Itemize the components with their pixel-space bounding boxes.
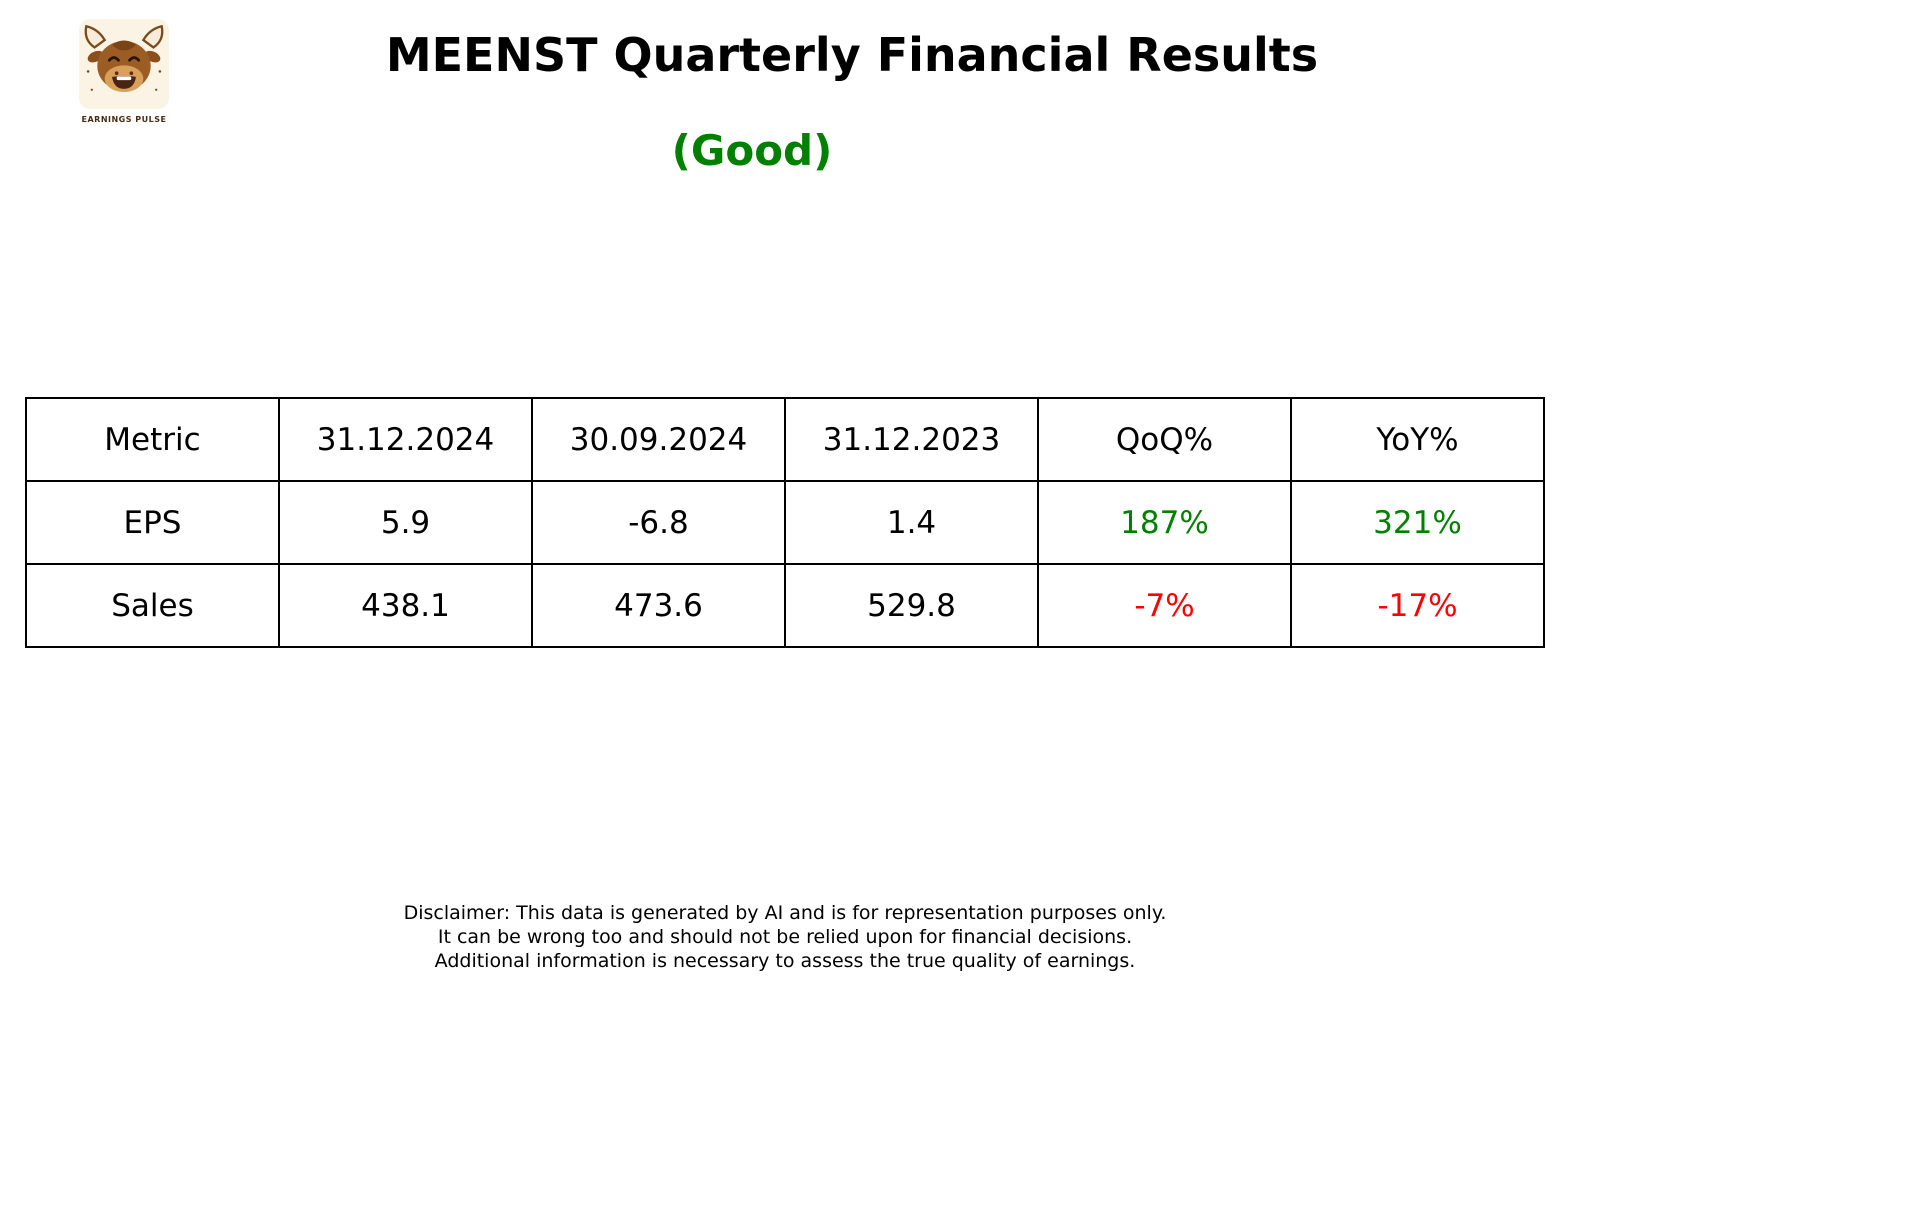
quality-label: (Good): [671, 126, 833, 175]
logo: EARNINGS PULSE: [76, 18, 172, 124]
col-header-yoy: YoY%: [1290, 397, 1545, 482]
value-cell: -6.8: [531, 480, 786, 565]
value-cell: 1.4: [784, 480, 1039, 565]
table-header-row: Metric 31.12.2024 30.09.2024 31.12.2023 …: [25, 397, 1545, 482]
yoy-cell: -17%: [1290, 563, 1545, 648]
disclaimer-line-2: It can be wrong too and should not be re…: [437, 926, 1133, 948]
brand-name: EARNINGS PULSE: [81, 115, 167, 124]
table-row-sales: Sales 438.1 473.6 529.8 -7% -17%: [25, 563, 1545, 648]
table-row-eps: EPS 5.9 -6.8 1.4 187% 321%: [25, 480, 1545, 565]
disclaimer-line-1: Disclaimer: This data is generated by AI…: [403, 902, 1167, 924]
value-cell: 438.1: [278, 563, 533, 648]
col-header-period-1: 31.12.2024: [278, 397, 533, 482]
qoq-cell: 187%: [1037, 480, 1292, 565]
disclaimer-line-3: Additional information is necessary to a…: [434, 950, 1136, 972]
yoy-cell: 321%: [1290, 480, 1545, 565]
bull-logo-icon: [78, 18, 170, 110]
col-header-qoq: QoQ%: [1037, 397, 1292, 482]
value-cell: 473.6: [531, 563, 786, 648]
qoq-cell: -7%: [1037, 563, 1292, 648]
disclaimer: Disclaimer: This data is generated by AI…: [0, 901, 1570, 973]
col-header-metric: Metric: [25, 397, 280, 482]
page-title: MEENST Quarterly Financial Results: [385, 28, 1319, 82]
value-cell: 529.8: [784, 563, 1039, 648]
financial-results-table: Metric 31.12.2024 30.09.2024 31.12.2023 …: [25, 397, 1545, 648]
col-header-period-2: 30.09.2024: [531, 397, 786, 482]
metric-cell: EPS: [25, 480, 280, 565]
col-header-period-3: 31.12.2023: [784, 397, 1039, 482]
value-cell: 5.9: [278, 480, 533, 565]
metric-cell: Sales: [25, 563, 280, 648]
